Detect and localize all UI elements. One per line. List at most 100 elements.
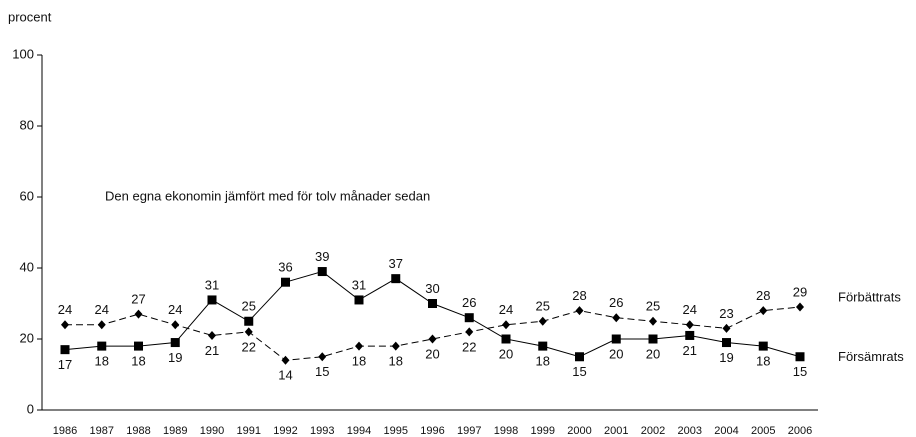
data-label: 31	[205, 277, 219, 292]
marker-diamond	[355, 341, 363, 351]
x-tick-label: 1988	[126, 425, 150, 437]
data-label: 19	[168, 350, 182, 365]
x-tick-label: 1994	[347, 425, 371, 437]
marker-square	[244, 316, 254, 326]
data-label: 24	[499, 302, 513, 317]
data-label: 24	[95, 302, 109, 317]
marker-square	[575, 352, 584, 362]
data-label: 29	[793, 284, 807, 299]
marker-square	[207, 295, 217, 305]
marker-diamond	[171, 320, 180, 330]
marker-diamond	[575, 306, 584, 316]
data-label: 20	[609, 346, 623, 361]
annotation: Den egna ekonomin jämfört med för tolv m…	[105, 188, 430, 203]
x-tick-label: 1989	[163, 425, 187, 437]
x-tick-label: 2003	[678, 425, 702, 437]
x-tick-label: 1997	[457, 425, 481, 437]
marker-square	[428, 299, 437, 308]
x-tick-label: 1986	[53, 425, 77, 437]
x-tick-label: 1987	[90, 425, 114, 437]
marker-square	[501, 334, 511, 344]
y-tick-label: 100	[12, 46, 34, 61]
marker-square	[281, 277, 290, 287]
data-label: 24	[58, 302, 72, 317]
marker-diamond	[685, 320, 694, 330]
data-label: 18	[352, 354, 366, 369]
data-label: 30	[425, 281, 439, 296]
data-label: 18	[536, 354, 550, 369]
data-label: 26	[462, 295, 476, 310]
marker-square	[538, 341, 548, 351]
data-label: 18	[95, 354, 109, 369]
data-label: 18	[131, 354, 145, 369]
y-tick-label: 0	[27, 401, 34, 416]
x-tick-label: 1990	[200, 425, 224, 437]
marker-square	[97, 341, 107, 351]
marker-diamond	[612, 313, 621, 323]
data-label: 15	[793, 364, 807, 379]
y-tick-label: 60	[20, 188, 34, 203]
data-label: 25	[536, 299, 550, 314]
data-label: 15	[572, 364, 586, 379]
marker-square	[722, 338, 731, 348]
x-tick-label: 1993	[310, 425, 334, 437]
x-tick-label: 2000	[567, 425, 591, 437]
marker-diamond	[244, 327, 253, 337]
marker-diamond	[61, 320, 69, 330]
data-label: 24	[683, 302, 697, 317]
marker-square	[758, 341, 768, 351]
data-label: 18	[389, 354, 403, 369]
marker-diamond	[134, 309, 143, 319]
marker-diamond	[97, 320, 106, 330]
data-label: 15	[315, 364, 329, 379]
marker-diamond	[502, 320, 510, 330]
data-label: 20	[425, 346, 439, 361]
data-label: 31	[352, 277, 366, 292]
x-tick-label: 2005	[751, 425, 775, 437]
marker-diamond	[318, 352, 327, 362]
data-label: 19	[719, 350, 733, 365]
marker-square	[354, 295, 364, 305]
marker-diamond	[391, 341, 400, 351]
data-label: 20	[499, 346, 513, 361]
data-label: 14	[278, 368, 292, 383]
data-label: 25	[242, 299, 256, 314]
data-label: 18	[756, 354, 770, 369]
data-label: 23	[719, 306, 733, 321]
data-label: 39	[315, 249, 329, 264]
marker-diamond	[538, 316, 547, 326]
data-label: 36	[278, 260, 292, 275]
data-label: 20	[646, 346, 660, 361]
data-label: 21	[683, 343, 697, 358]
marker-square	[391, 274, 401, 284]
marker-square	[685, 330, 695, 340]
y-tick-label: 80	[20, 117, 34, 132]
x-tick-label: 1995	[384, 425, 408, 437]
marker-square	[170, 338, 180, 348]
y-axis-label: procent	[8, 9, 52, 24]
marker-square	[648, 334, 658, 344]
marker-square	[795, 352, 805, 362]
data-label: 26	[609, 295, 623, 310]
data-label: 28	[572, 288, 586, 303]
marker-diamond	[208, 330, 216, 340]
marker-diamond	[465, 327, 474, 337]
marker-square	[611, 334, 621, 344]
x-tick-label: 1996	[420, 425, 444, 437]
data-label: 28	[756, 288, 770, 303]
legend-label: Förbättrats	[838, 289, 901, 304]
x-tick-label: 2001	[604, 425, 628, 437]
marker-diamond	[796, 302, 804, 312]
marker-square	[60, 345, 70, 355]
data-label: 22	[462, 339, 476, 354]
data-label: 24	[168, 302, 182, 317]
x-tick-label: 2004	[714, 425, 738, 437]
y-tick-label: 20	[20, 330, 34, 345]
data-label: 25	[646, 299, 660, 314]
x-tick-label: 2002	[641, 425, 665, 437]
data-label: 17	[58, 357, 72, 372]
x-tick-label: 1992	[273, 425, 297, 437]
marker-diamond	[649, 316, 657, 326]
x-tick-label: 1998	[494, 425, 518, 437]
